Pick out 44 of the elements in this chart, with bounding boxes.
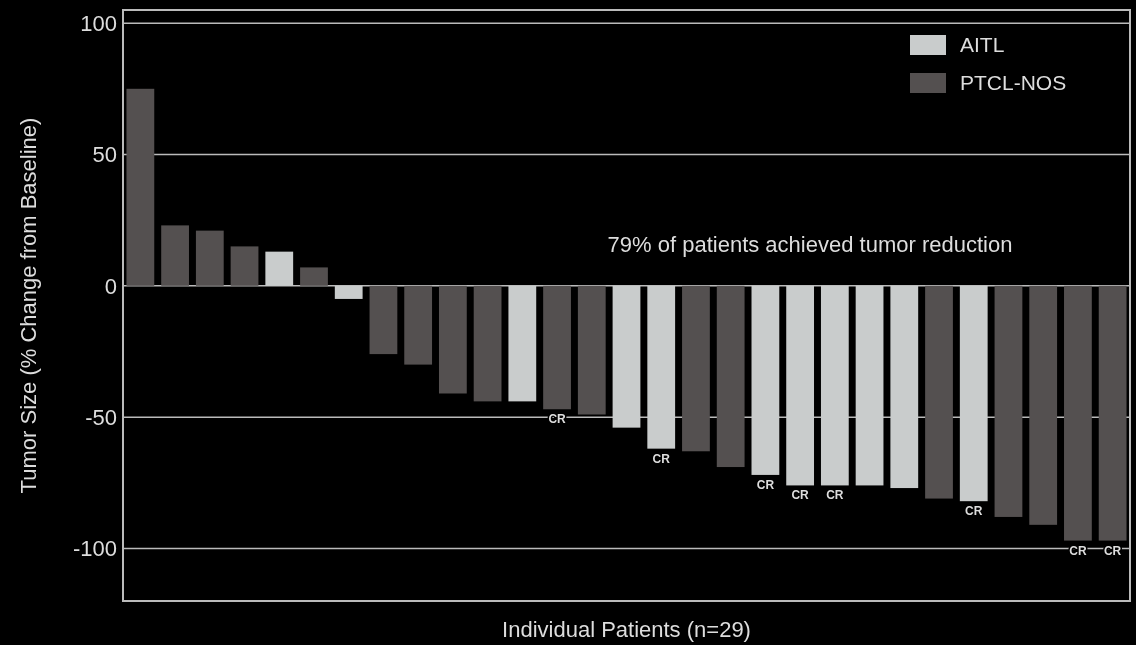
data-label: CR	[826, 488, 844, 503]
bar	[959, 285, 988, 502]
bar	[438, 285, 467, 394]
y-tick-label: 100	[80, 10, 117, 36]
bar	[126, 88, 155, 286]
y-tick-label: 50	[92, 142, 117, 168]
bar	[300, 267, 328, 286]
bar	[647, 285, 676, 449]
bar	[404, 285, 433, 365]
bar	[751, 285, 780, 475]
bar	[925, 285, 953, 499]
y-tick-label: -100	[72, 536, 117, 562]
bar	[543, 285, 571, 410]
data-label: CR	[965, 504, 983, 519]
bar	[820, 285, 849, 486]
bar	[1098, 285, 1127, 541]
bar	[334, 285, 363, 299]
bar	[508, 285, 537, 402]
bar	[716, 285, 745, 468]
legend-label: AITL	[960, 33, 1005, 57]
legend-label: PTCL-NOS	[960, 71, 1067, 95]
bar	[369, 285, 398, 355]
bar	[161, 225, 189, 286]
bar	[1064, 285, 1092, 541]
bar	[682, 285, 710, 452]
data-label: CR	[756, 477, 775, 492]
bar	[1029, 285, 1058, 525]
bar	[195, 230, 224, 286]
bar	[855, 285, 884, 486]
bar	[994, 285, 1023, 517]
data-label: CR	[652, 451, 671, 466]
bar	[473, 285, 502, 402]
y-axis-title: Tumor Size (% Change from Baseline)	[16, 117, 41, 494]
y-tick-label: -50	[85, 404, 117, 430]
bar	[890, 285, 919, 489]
x-axis-title: Individual Patients (n=29)	[502, 617, 751, 642]
bar	[230, 246, 259, 286]
bar	[265, 251, 294, 286]
annotation: 79% of patients achieved tumor reduction	[607, 231, 1013, 257]
bar	[786, 285, 815, 486]
bar	[612, 285, 641, 428]
bar	[577, 285, 606, 415]
data-label: CR	[791, 488, 810, 503]
y-tick-label: 0	[104, 273, 117, 299]
